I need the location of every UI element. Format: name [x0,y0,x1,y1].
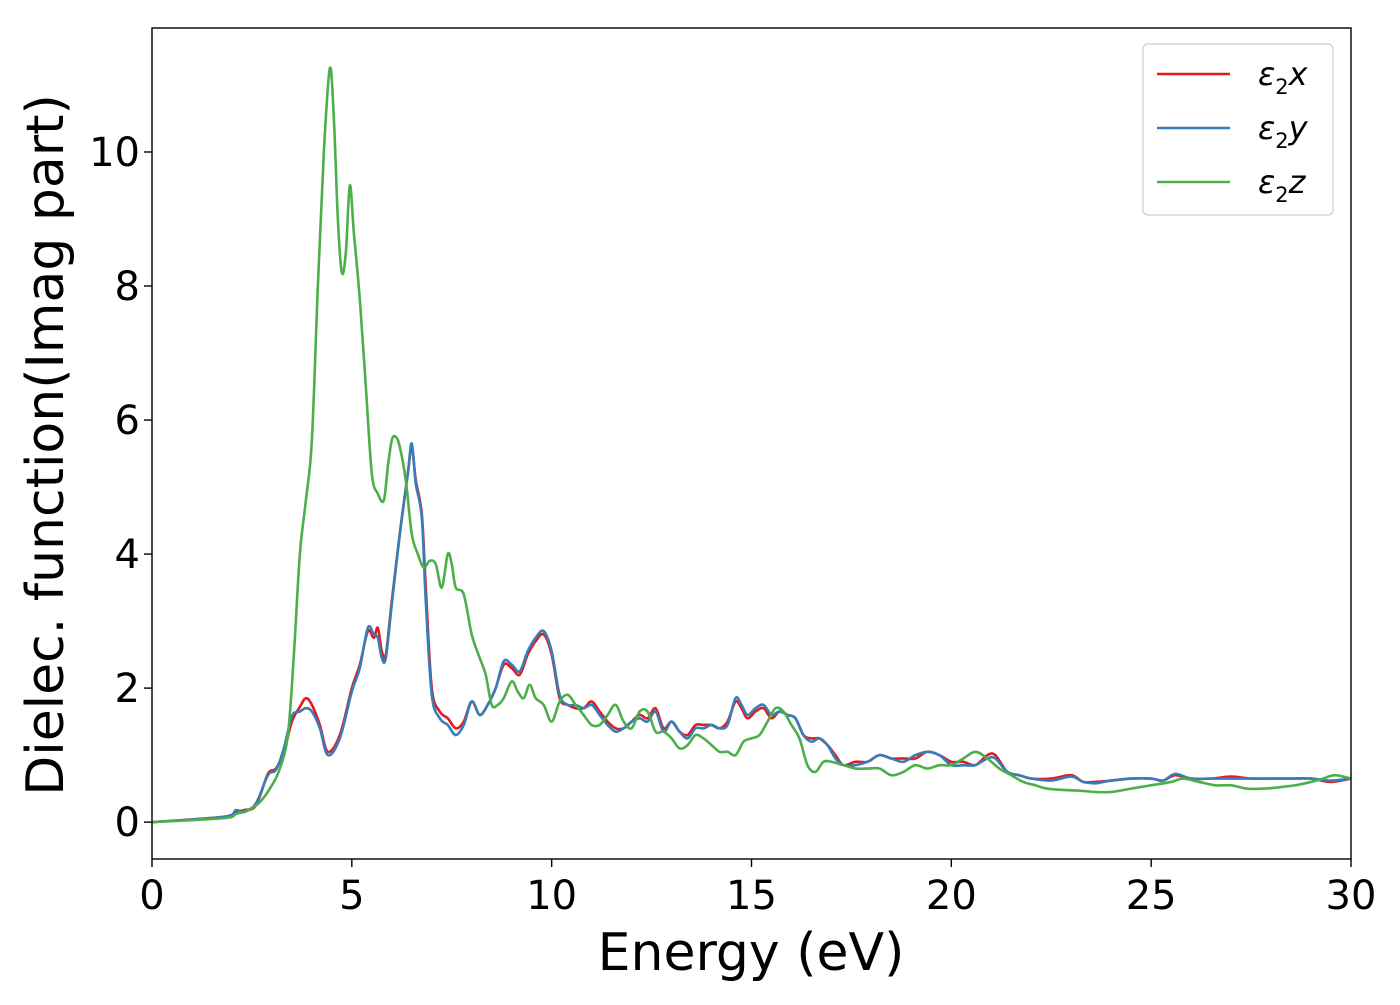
x-tick-label: 30 [1326,873,1377,919]
y-tick-label: 2 [115,666,140,712]
y-axis-ticks: 0 2 4 6 8 10 [89,130,152,846]
y-tick-label: 6 [115,398,140,444]
x-tick-label: 0 [139,873,164,919]
y-tick-label: 10 [89,130,140,176]
series-line-z [152,66,1351,824]
legend-box [1142,43,1334,216]
x-axis-ticks: 0 5 10 15 20 25 30 [139,859,1376,919]
x-tick-label: 25 [1126,873,1177,919]
x-tick-label: 20 [926,873,977,919]
series-line-y [152,442,1351,824]
legend-label-y: ε2y [1258,109,1309,153]
legend: ε2x ε2y ε2z [1142,43,1334,216]
legend-label-x: ε2x [1258,55,1309,99]
legend-label-z: ε2z [1258,163,1307,207]
y-tick-label: 4 [115,532,140,578]
x-tick-label: 10 [526,873,577,919]
legend-items: ε2x ε2y ε2z [1157,55,1309,207]
x-tick-label: 15 [726,873,777,919]
series-layer [152,66,1351,824]
x-axis-label: Energy (eV) [598,923,905,983]
x-tick-label: 5 [339,873,364,919]
y-tick-label: 0 [115,800,140,846]
y-axis-label: Dielec. function(Imag part) [16,94,76,796]
y-tick-label: 8 [115,264,140,310]
series-lines [152,66,1351,824]
